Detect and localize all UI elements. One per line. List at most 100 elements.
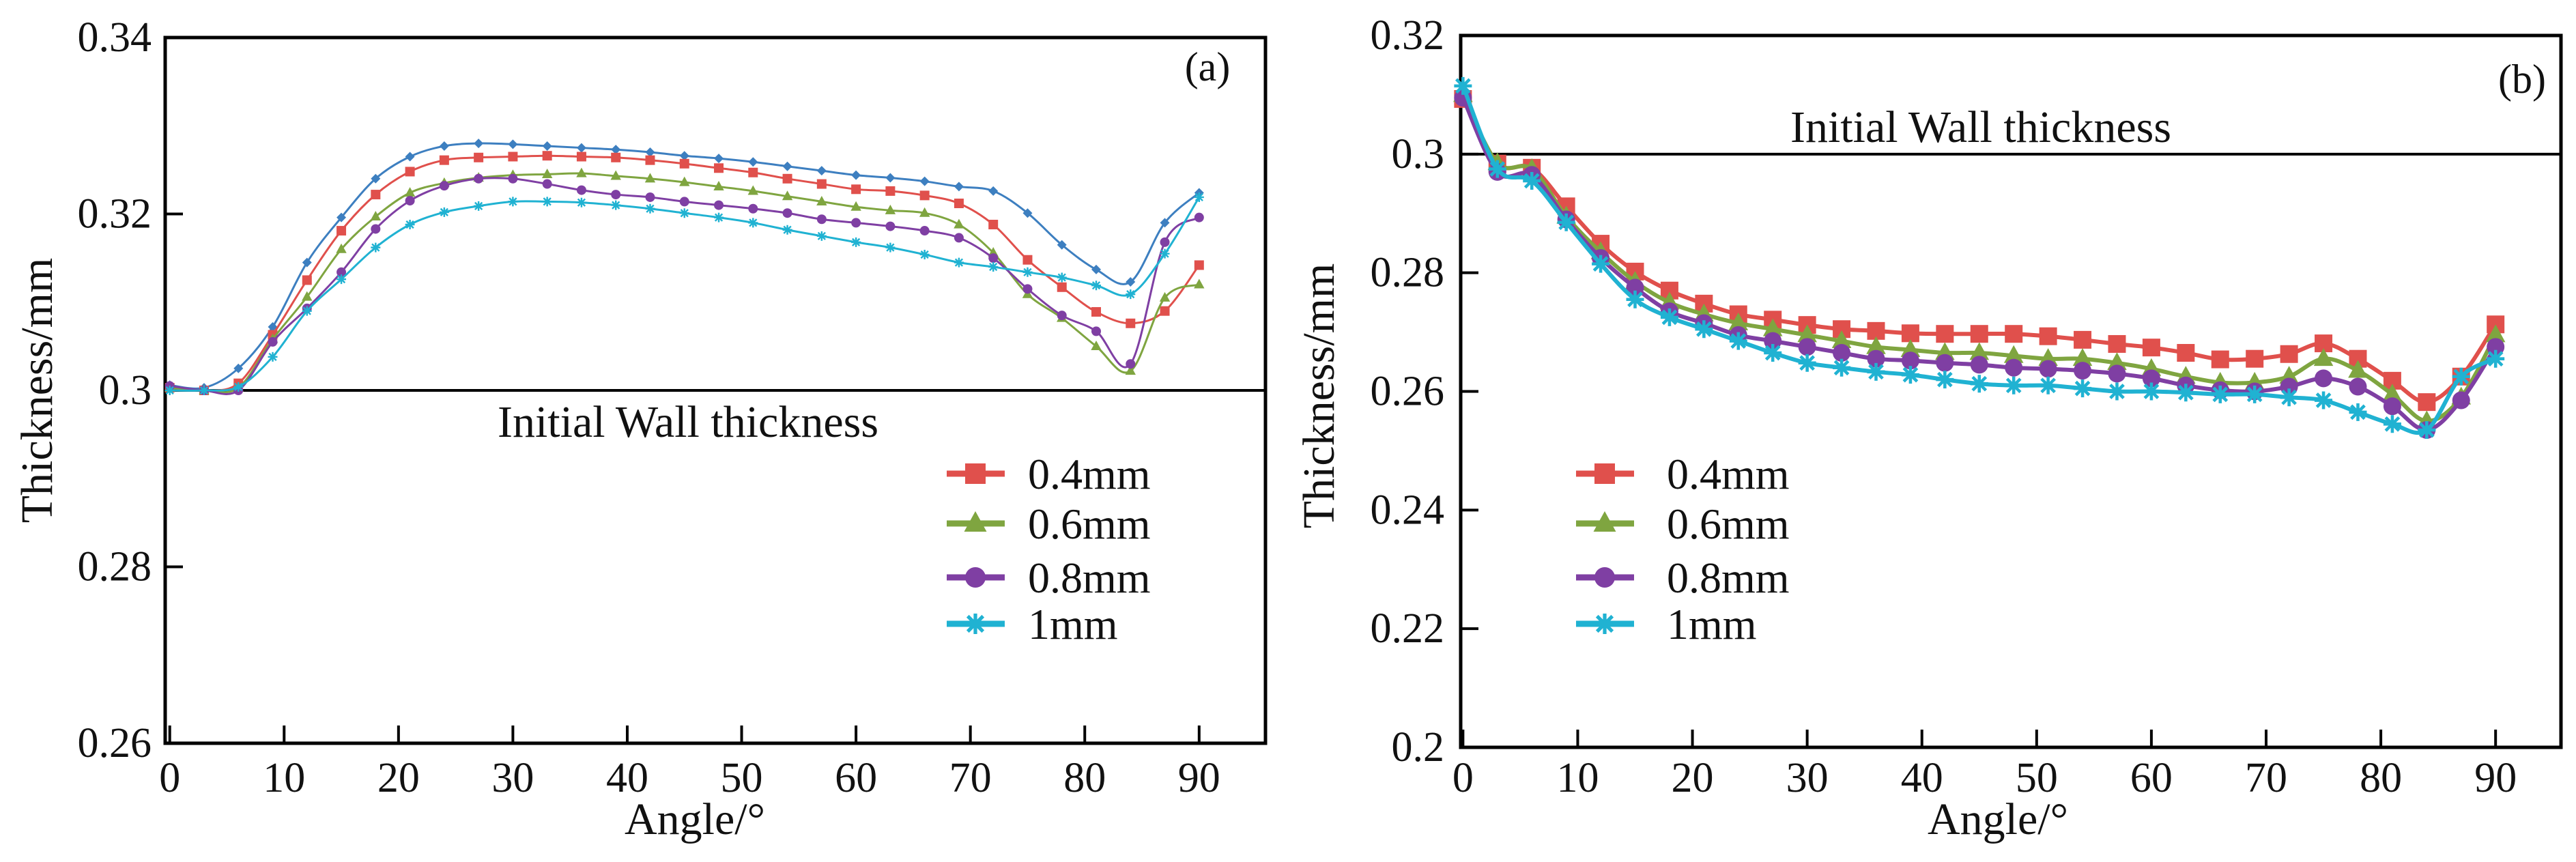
data-point — [2313, 348, 2334, 367]
x-tick-label: 20 — [377, 755, 420, 801]
data-point — [474, 152, 484, 162]
data-point — [1091, 264, 1101, 274]
data-point — [611, 145, 621, 155]
data-point — [782, 225, 792, 235]
data-point — [679, 151, 689, 161]
data-point — [679, 176, 690, 186]
data-point — [1022, 255, 1033, 265]
data-point — [2003, 345, 2024, 363]
data-point — [1194, 192, 1204, 202]
data-point — [302, 291, 313, 301]
data-point — [2315, 391, 2333, 410]
series-0-8mm — [1454, 89, 2505, 439]
data-point — [576, 167, 587, 177]
data-point — [337, 212, 347, 222]
data-point — [919, 176, 930, 186]
data-point — [404, 187, 416, 197]
data-point — [816, 214, 827, 225]
data-point — [371, 224, 381, 234]
data-point — [199, 386, 209, 395]
x-tick-label: 30 — [1786, 755, 1829, 801]
data-point — [542, 179, 552, 189]
legend-item: 0.4mm — [1576, 450, 1790, 498]
data-point — [782, 208, 792, 218]
data-point — [1126, 318, 1136, 328]
data-point — [2315, 369, 2333, 388]
data-point — [302, 306, 312, 316]
data-point — [919, 207, 930, 217]
data-point — [2246, 349, 2264, 368]
data-point — [1970, 375, 1988, 393]
data-point — [1935, 342, 1955, 360]
legend-marker-icon — [965, 463, 986, 484]
x-tick-label: 80 — [1063, 755, 1106, 801]
data-point — [268, 321, 278, 332]
data-point — [541, 168, 553, 178]
data-point — [542, 197, 552, 207]
data-point — [1936, 325, 1954, 343]
data-point — [2487, 338, 2505, 356]
data-point — [576, 185, 586, 195]
legend-item: 0.4mm — [947, 450, 1151, 498]
data-point — [439, 155, 449, 165]
y-tick-label: 0.32 — [78, 191, 152, 238]
data-point — [1626, 290, 1644, 308]
legend-item: 0.6mm — [1576, 500, 1790, 548]
data-point — [748, 203, 758, 214]
data-point — [233, 382, 244, 392]
data-point — [2349, 403, 2367, 421]
data-point — [850, 201, 861, 211]
data-point — [679, 197, 689, 207]
data-point — [1057, 240, 1067, 250]
data-point — [782, 173, 792, 184]
data-point — [954, 182, 964, 192]
data-point — [2005, 325, 2023, 343]
y-axis-title: Thickness/mm — [12, 258, 62, 523]
legend-marker-icon — [964, 511, 987, 532]
data-point — [988, 220, 999, 230]
data-point — [1488, 160, 1506, 178]
data-point — [439, 181, 449, 191]
data-point — [2280, 388, 2298, 407]
data-point — [919, 226, 930, 236]
data-point — [1126, 359, 1136, 369]
data-point — [1454, 76, 1472, 95]
data-point — [1798, 354, 1816, 372]
data-point — [1901, 324, 1919, 343]
data-point — [1557, 213, 1575, 231]
data-point — [576, 197, 586, 207]
y-tick-label: 0.24 — [1371, 487, 1445, 533]
data-point — [1833, 344, 1851, 362]
data-point — [2142, 382, 2160, 401]
data-point — [337, 274, 347, 285]
data-point — [1160, 248, 1170, 259]
data-point — [2348, 360, 2368, 378]
series-0-4mm — [164, 151, 1204, 395]
data-point — [405, 152, 415, 162]
series-1mm — [164, 192, 1204, 395]
data-point — [164, 386, 175, 395]
data-point — [542, 151, 552, 161]
data-point — [2383, 415, 2401, 433]
data-point — [2452, 391, 2470, 410]
data-point — [1936, 371, 1954, 389]
legend-item: 1mm — [1576, 600, 1757, 648]
data-point — [1901, 351, 1919, 370]
legend-marker-icon — [965, 614, 986, 634]
data-point — [714, 200, 724, 210]
data-point — [2177, 344, 2195, 362]
x-tick-label: 10 — [263, 755, 305, 801]
data-point — [2211, 385, 2229, 403]
x-tick-label: 80 — [2360, 755, 2402, 801]
data-point — [1159, 291, 1171, 302]
data-point — [405, 167, 415, 177]
data-point — [1900, 339, 1921, 358]
data-point — [1831, 330, 1852, 349]
data-point — [782, 161, 792, 171]
data-point — [1022, 284, 1033, 294]
legend-label: 1mm — [1667, 600, 1757, 648]
data-point — [714, 154, 724, 164]
x-tick-label: 40 — [606, 755, 648, 801]
